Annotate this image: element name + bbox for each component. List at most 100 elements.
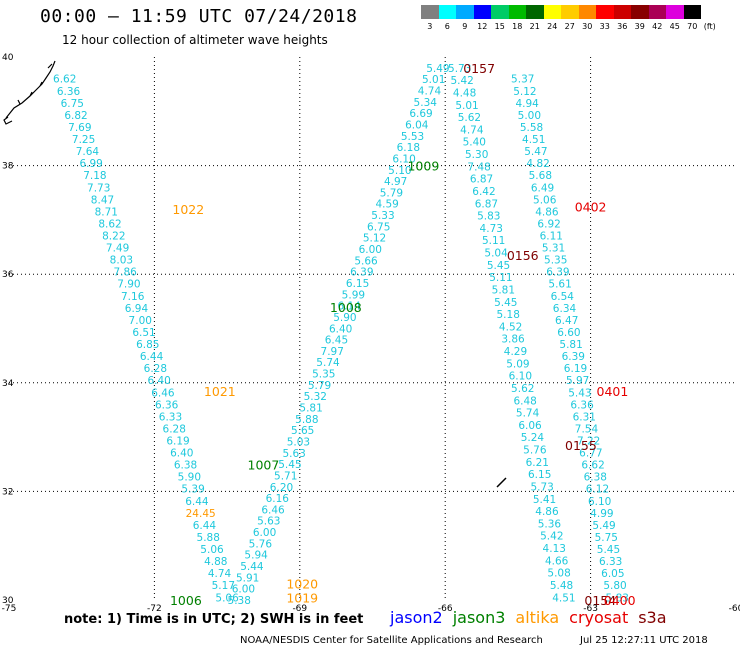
scale-swatch-box bbox=[683, 5, 701, 19]
wave-height-value: 5.37 bbox=[511, 74, 534, 86]
wave-height-value: 8.22 bbox=[102, 230, 125, 242]
legend-entry: altika bbox=[515, 608, 560, 627]
scale-swatch-label: 30 bbox=[582, 22, 593, 31]
pass-label: 1009 bbox=[407, 159, 439, 174]
pass-label: 1008 bbox=[330, 300, 362, 315]
wave-height-value: 5.97 bbox=[566, 375, 589, 387]
wave-height-value: 5.11 bbox=[489, 272, 512, 284]
footnote: note: 1) Time is in UTC; 2) SWH is in fe… bbox=[64, 612, 364, 627]
altimeter-tracks: 6.626.366.756.827.697.257.646.997.187.73… bbox=[53, 63, 629, 607]
wave-height-value: 5.45 bbox=[278, 459, 301, 471]
wave-height-value: 5.36 bbox=[538, 518, 562, 530]
wave-height-value: 6.10 bbox=[392, 153, 415, 165]
wave-height-value: 5.79 bbox=[308, 380, 331, 392]
scale-swatch: 18 bbox=[508, 5, 526, 31]
wave-height-value: 7.86 bbox=[113, 267, 137, 279]
wave-height-value: 5.74 bbox=[316, 357, 340, 369]
wave-height-value: 6.28 bbox=[144, 363, 167, 375]
wave-height-value: 6.19 bbox=[564, 363, 587, 375]
wave-height-value: 5.35 bbox=[312, 369, 335, 381]
wave-height-value: 6.36 bbox=[57, 86, 81, 98]
wave-height-value: 5.61 bbox=[548, 279, 571, 291]
wave-height-value: 7.25 bbox=[72, 134, 95, 146]
pass-label: 0401 bbox=[597, 384, 629, 399]
wave-height-value: 6.60 bbox=[557, 327, 580, 339]
wave-height-value: 5.12 bbox=[513, 86, 536, 98]
scale-swatch-box bbox=[421, 5, 439, 19]
scale-swatch-box bbox=[526, 5, 544, 19]
wave-height-value: 5.44 bbox=[240, 561, 264, 573]
wave-height-value: 5.01 bbox=[455, 100, 478, 112]
scale-unit-label: (ft) bbox=[703, 22, 716, 31]
scale-swatch: 70 bbox=[683, 5, 701, 31]
wave-height-value: 6.11 bbox=[540, 230, 563, 242]
pass-label: 0154 bbox=[584, 593, 616, 608]
longitude-tick-label: -60 bbox=[729, 604, 740, 614]
legend-entry: cryosat bbox=[569, 608, 629, 627]
scale-swatch: 9 bbox=[456, 5, 474, 31]
wave-height-value: 6.62 bbox=[53, 74, 76, 86]
scale-swatch-label: 12 bbox=[477, 22, 488, 31]
wave-height-value: 5.90 bbox=[333, 312, 356, 324]
wave-height-value: 5.10 bbox=[388, 165, 411, 177]
wave-height-value: 5.73 bbox=[448, 63, 471, 75]
scale-swatch-box bbox=[666, 5, 684, 19]
wave-height-value: 6.44 bbox=[140, 351, 164, 363]
wave-height-value: 6.14 bbox=[337, 301, 361, 313]
scale-swatch-box bbox=[578, 5, 596, 19]
axis-labels: -75 -72 -69 -66 -63 -60 30 32 34 36 38 40 bbox=[2, 53, 740, 614]
wave-height-value: 6.20 bbox=[270, 482, 293, 494]
wave-height-value: 6.77 bbox=[579, 448, 602, 460]
wave-height-value: 4.88 bbox=[204, 556, 227, 568]
wave-height-value: 8.03 bbox=[110, 255, 133, 267]
scale-swatch-label: 24 bbox=[547, 22, 558, 31]
pass-label: 0402 bbox=[575, 199, 607, 214]
scale-swatch-box bbox=[648, 5, 666, 19]
wave-height-value: 5.38 bbox=[228, 595, 251, 607]
wave-height-value: 6.69 bbox=[409, 108, 432, 120]
scale-swatch-box bbox=[473, 5, 491, 19]
scale-swatch-label: 70 bbox=[687, 22, 698, 31]
wave-height-value: 5.49 bbox=[592, 520, 615, 532]
wave-height-value: 5.43 bbox=[568, 387, 591, 399]
wave-height-value: 6.10 bbox=[509, 371, 532, 383]
wave-height-value: 6.87 bbox=[475, 198, 498, 210]
legend-entry: s3a bbox=[638, 608, 667, 627]
wave-height-value: 7.22 bbox=[577, 436, 600, 448]
wave-height-value: 6.33 bbox=[599, 556, 622, 568]
wave-height-value: 5.40 bbox=[463, 137, 486, 149]
wave-height-value: 6.38 bbox=[174, 460, 197, 472]
wave-height-value: 6.54 bbox=[551, 291, 575, 303]
scale-swatch-label: 39 bbox=[634, 22, 645, 31]
wave-height-value: 6.51 bbox=[132, 327, 155, 339]
longitude-tick-label: -66 bbox=[438, 604, 453, 614]
wave-height-value: 8.47 bbox=[91, 194, 114, 206]
wave-height-value: 5.42 bbox=[540, 531, 563, 543]
wave-height-value: 7.73 bbox=[87, 182, 110, 194]
wave-height-value: 5.06 bbox=[200, 544, 224, 556]
wave-height-value: 4.82 bbox=[526, 158, 549, 170]
coastline-nova-scotia bbox=[3, 60, 56, 125]
wave-height-value: 24.45 bbox=[186, 508, 216, 520]
wave-height-value: 6.85 bbox=[136, 339, 159, 351]
wave-height-value: 5.90 bbox=[178, 472, 201, 484]
wave-height-value: 5.65 bbox=[291, 425, 314, 437]
wave-height-value: 6.82 bbox=[64, 110, 87, 122]
scale-swatch-box bbox=[438, 5, 456, 19]
scale-swatch-box bbox=[491, 5, 509, 19]
wave-height-value: 6.46 bbox=[151, 387, 175, 399]
scale-swatch: 42 bbox=[648, 5, 666, 31]
scale-swatch: 36 bbox=[613, 5, 631, 31]
scale-swatch-label: 36 bbox=[617, 22, 628, 31]
scale-swatch: 6 bbox=[438, 5, 456, 31]
wave-height-value: 6.28 bbox=[163, 423, 186, 435]
wave-height-value: 5.83 bbox=[477, 211, 500, 223]
legend-entry: jason3 bbox=[452, 608, 506, 627]
scale-swatch: 45 bbox=[666, 5, 684, 31]
wave-height-value: 6.16 bbox=[266, 493, 290, 505]
wave-height-value: 6.06 bbox=[518, 420, 542, 432]
scale-swatch: 33 bbox=[596, 5, 614, 31]
wave-height-value: 5.06 bbox=[533, 194, 557, 206]
wave-height-value: 3.86 bbox=[501, 334, 525, 346]
